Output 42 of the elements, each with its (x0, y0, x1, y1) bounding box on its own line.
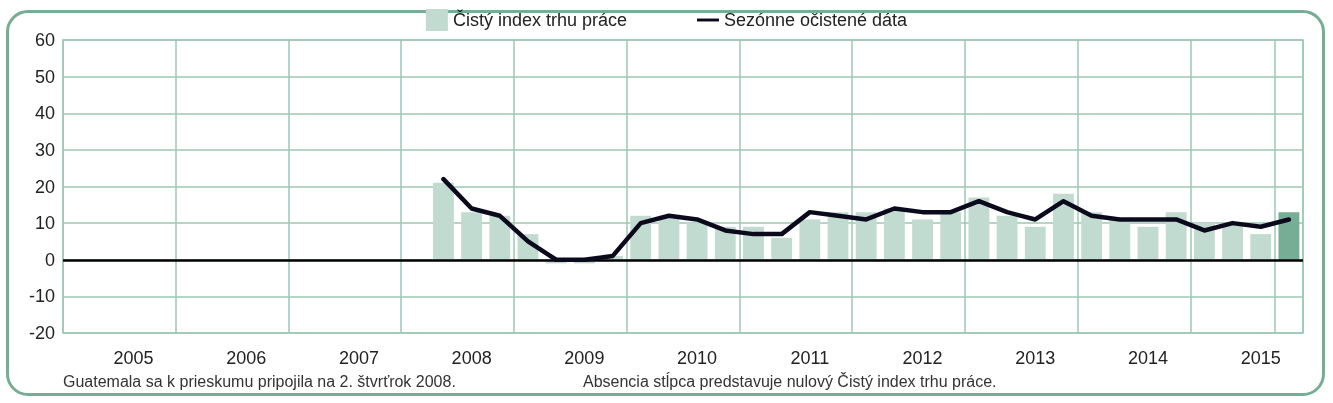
y-tick-label: -20 (28, 323, 55, 343)
bar (1250, 234, 1272, 260)
x-tick-label: 2014 (1127, 348, 1169, 368)
bar (433, 182, 454, 260)
bar (1053, 193, 1074, 260)
bar (1278, 212, 1300, 260)
bar (1024, 226, 1046, 260)
bar (1109, 219, 1131, 260)
legend-label: Sezónne očistené dáta (723, 10, 909, 30)
x-tick-label: 2010 (677, 348, 718, 368)
bar (912, 219, 933, 260)
x-tick-label: 2011 (790, 348, 830, 368)
x-tick-label: 2005 (113, 348, 154, 368)
x-tick-label: 2013 (1015, 348, 1056, 368)
bar (1137, 226, 1159, 260)
bar (883, 208, 905, 260)
y-tick-label: 10 (34, 213, 55, 234)
legend-label: Čistý index trhu práce (452, 9, 627, 30)
bar (799, 219, 821, 260)
text: Guatemala sa k prieskumu pripojila na 2. štvrťrok 2008. (63, 372, 456, 390)
bar (771, 237, 793, 260)
x-tick-label: 2006 (226, 348, 267, 368)
y-tick-label: 40 (34, 103, 55, 124)
x-tick-label: 2009 (564, 348, 605, 368)
x-tick-label: 2008 (451, 348, 492, 368)
bar (940, 212, 962, 260)
y-tick-label: 30 (34, 139, 55, 160)
bar (968, 197, 990, 260)
y-tick-label: 60 (34, 30, 55, 50)
y-tick-label: 50 (34, 66, 55, 87)
bar (686, 223, 708, 260)
y-tick-label: -10 (28, 286, 55, 307)
bar (996, 215, 1018, 260)
x-tick-label: 2007 (338, 348, 379, 368)
bar (461, 212, 483, 260)
y-tick-label: 20 (34, 176, 55, 197)
bar (489, 215, 511, 260)
text: Absencia stĺpca predstavuje nulový Čistý index trhu práce. (583, 371, 997, 390)
y-tick-label: 0 (44, 249, 55, 270)
line-series (441, 176, 1292, 262)
x-tick-label: 2015 (1240, 348, 1281, 368)
x-tick-label: 2012 (902, 348, 943, 368)
